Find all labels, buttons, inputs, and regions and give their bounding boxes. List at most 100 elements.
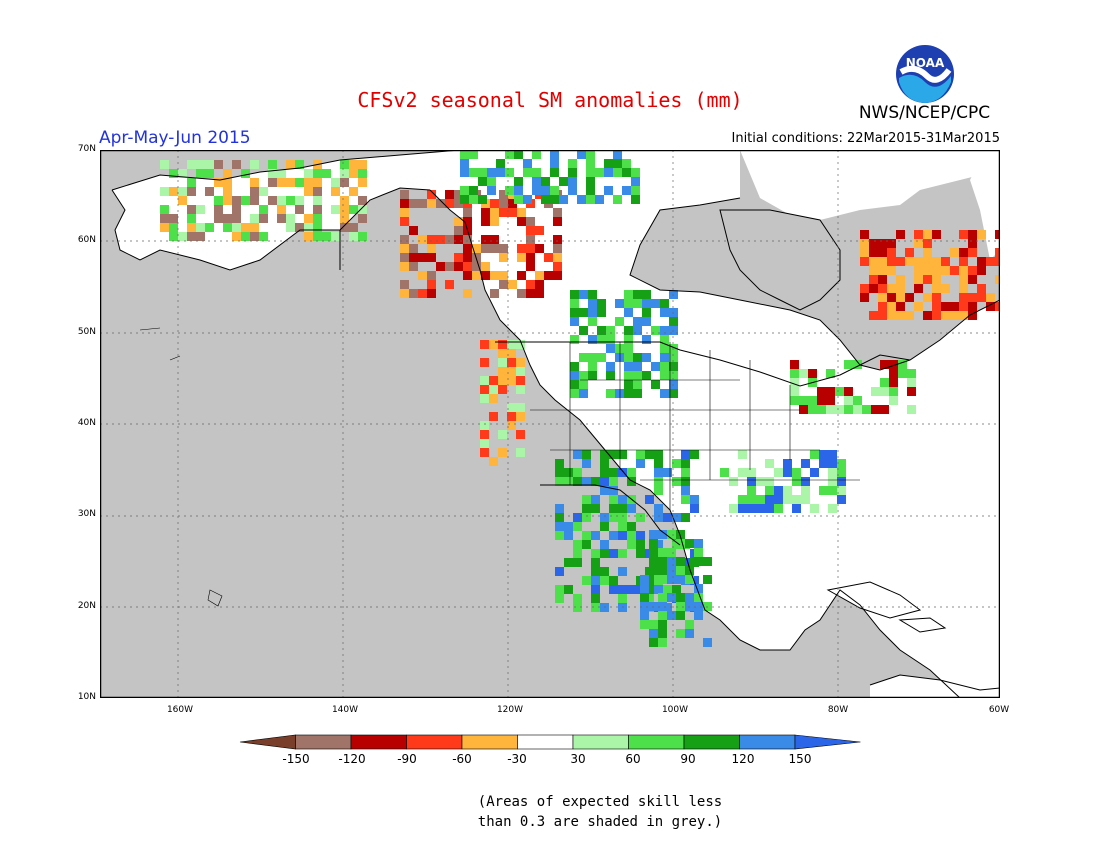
anomaly-cell — [844, 405, 853, 414]
anomaly-cell — [631, 168, 640, 177]
anomaly-cell — [489, 412, 498, 421]
anomaly-cell — [660, 326, 669, 335]
anomaly-cell — [624, 308, 633, 317]
anomaly-cell — [304, 223, 313, 232]
anomaly-cell — [995, 248, 1000, 257]
anomaly-cell — [591, 477, 600, 486]
anomaly-cell — [232, 160, 241, 169]
anomaly-cell — [595, 195, 604, 204]
anomaly-cell — [570, 290, 579, 299]
anomaly-cell — [615, 317, 624, 326]
anomaly-cell — [178, 169, 187, 178]
anomaly-cell — [259, 187, 268, 196]
anomaly-cell — [747, 477, 756, 486]
anomaly-cell — [340, 205, 349, 214]
anomaly-cell — [609, 468, 618, 477]
legend-color-box — [295, 734, 352, 750]
anomaly-cell — [259, 205, 268, 214]
anomaly-cell — [532, 186, 541, 195]
anomaly-cell — [828, 504, 837, 513]
anomaly-cell — [469, 168, 478, 177]
anomaly-cell — [685, 629, 694, 638]
anomaly-cell — [205, 223, 214, 232]
anomaly-cell — [409, 253, 418, 262]
anomaly-cell — [660, 308, 669, 317]
anomaly-cell — [516, 358, 525, 367]
anomaly-cell — [570, 299, 579, 308]
anomaly-cell — [469, 150, 478, 159]
anomaly-cell — [667, 530, 676, 539]
anomaly-cell — [609, 486, 618, 495]
anomaly-cell — [573, 477, 582, 486]
anomaly-cell — [896, 284, 905, 293]
anomaly-cell — [968, 302, 977, 311]
anomaly-cell — [481, 217, 490, 226]
anomaly-cell — [454, 235, 463, 244]
anomaly-cell — [286, 178, 295, 187]
anomaly-cell — [950, 266, 959, 275]
anomaly-cell — [685, 593, 694, 602]
anomaly-cell — [968, 248, 977, 257]
anomaly-cell — [568, 177, 577, 186]
anomaly-cell — [819, 450, 828, 459]
anomaly-cell — [516, 403, 525, 412]
anomaly-cell — [676, 629, 685, 638]
anomaly-cell — [487, 186, 496, 195]
anomaly-cell — [550, 150, 559, 159]
anomaly-cell — [591, 603, 600, 612]
anomaly-cell — [460, 168, 469, 177]
anomaly-cell — [535, 244, 544, 253]
anomaly-cell — [860, 257, 869, 266]
anomaly-cell — [508, 280, 517, 289]
anomaly-cell — [268, 178, 277, 187]
anomaly-cell — [923, 257, 932, 266]
anomaly-cell — [977, 293, 986, 302]
anomaly-cell — [649, 530, 658, 539]
anomaly-cell — [801, 486, 810, 495]
anomaly-cell — [729, 504, 738, 513]
anomaly-cell — [418, 289, 427, 298]
anomaly-cell — [427, 280, 436, 289]
anomaly-cell — [178, 187, 187, 196]
anomaly-cell — [654, 450, 663, 459]
anomaly-cell — [828, 450, 837, 459]
anomaly-cell — [277, 178, 286, 187]
anomaly-cell — [517, 289, 526, 298]
anomaly-cell — [651, 362, 660, 371]
anomaly-cell — [304, 232, 313, 241]
anomaly-cell — [187, 160, 196, 169]
anomaly-cell — [232, 205, 241, 214]
anomaly-cell — [658, 593, 667, 602]
anomaly-cell — [618, 468, 627, 477]
anomaly-cell — [340, 160, 349, 169]
anomaly-cell — [532, 168, 541, 177]
anomaly-cell — [636, 549, 645, 558]
anomaly-cell — [436, 262, 445, 271]
anomaly-cell — [573, 549, 582, 558]
anomaly-cell — [313, 169, 322, 178]
anomaly-cell — [932, 311, 941, 320]
anomaly-cell — [977, 230, 986, 239]
anomaly-cell — [690, 504, 699, 513]
anomaly-cell — [604, 159, 613, 168]
anomaly-cell — [591, 558, 600, 567]
anomaly-cell — [564, 522, 573, 531]
anomaly-cell — [514, 177, 523, 186]
anomaly-cell — [808, 405, 817, 414]
anomaly-cell — [977, 284, 986, 293]
anomaly-cell — [480, 421, 489, 430]
anomaly-cell — [499, 199, 508, 208]
anomaly-cell — [837, 486, 846, 495]
anomaly-cell — [313, 196, 322, 205]
anomaly-cell — [774, 504, 783, 513]
anomaly-cell — [541, 186, 550, 195]
anomaly-cell — [887, 239, 896, 248]
anomaly-cell — [349, 223, 358, 232]
anomaly-cell — [523, 159, 532, 168]
anomaly-cell — [738, 495, 747, 504]
anomaly-cell — [507, 412, 516, 421]
anomaly-cell — [460, 159, 469, 168]
anomaly-cell — [196, 160, 205, 169]
anomaly-cell — [658, 557, 667, 566]
anomaly-cell — [860, 293, 869, 302]
